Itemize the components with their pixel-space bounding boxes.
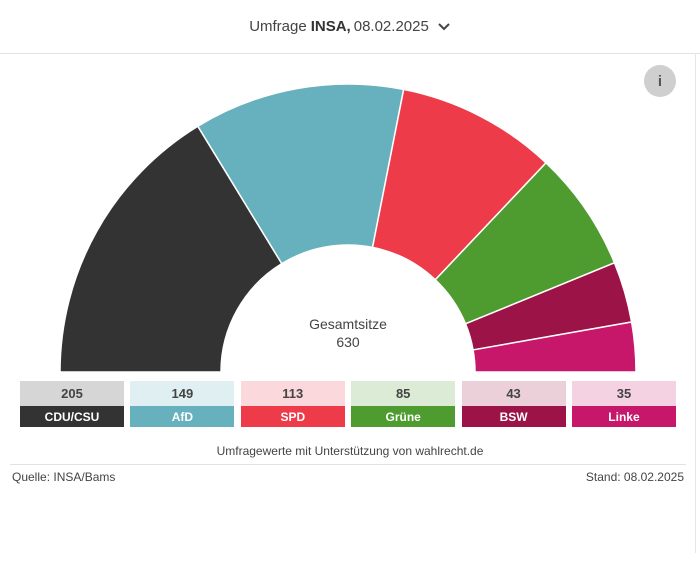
divider xyxy=(10,464,686,465)
seat-count: 205 xyxy=(20,381,124,406)
center-total: 630 xyxy=(336,334,360,350)
center-label: Gesamtsitze xyxy=(309,316,387,332)
seat-box-linke[interactable]: 35 Linke xyxy=(571,381,676,427)
source-label: Quelle: INSA/Bams xyxy=(12,470,116,484)
seat-box-afd[interactable]: 149 AfD xyxy=(130,381,235,427)
seat-segment-cdu-csu[interactable] xyxy=(59,125,283,373)
info-icon: i xyxy=(657,72,663,90)
seat-count: 35 xyxy=(571,381,676,406)
poll-selector[interactable]: Umfrage INSA, 08.02.2025 xyxy=(249,18,451,35)
party-name: BSW xyxy=(461,406,566,427)
seat-chart: Gesamtsitze 630 xyxy=(59,83,637,373)
seat-legend: 205 CDU/CSU 149 AfD 113 SPD 85 Grüne 43 BSW 35 Link… xyxy=(20,381,676,427)
seat-box-spd[interactable]: 113 SPD xyxy=(240,381,345,427)
party-name: Linke xyxy=(571,406,676,427)
info-button[interactable]: i xyxy=(644,65,676,97)
seat-box-gr-ne[interactable]: 85 Grüne xyxy=(351,381,456,427)
chevron-down-icon xyxy=(438,22,450,30)
frame-border xyxy=(695,53,696,553)
party-name: SPD xyxy=(240,406,345,427)
source-note: Umfragewerte mit Unterstützung von wahlr… xyxy=(216,444,484,458)
seat-count: 113 xyxy=(240,381,345,406)
party-name: AfD xyxy=(130,406,235,427)
stand-label: Stand: 08.02.2025 xyxy=(585,470,684,484)
poll-institute: INSA, xyxy=(310,18,351,35)
seat-box-bsw[interactable]: 43 BSW xyxy=(461,381,566,427)
seat-count: 85 xyxy=(351,381,456,406)
poll-prefix: Umfrage xyxy=(249,18,307,35)
poll-date: 08.02.2025 xyxy=(353,18,429,35)
seat-count: 43 xyxy=(461,381,566,406)
seat-segment-afd[interactable] xyxy=(196,83,405,265)
party-name: CDU/CSU xyxy=(20,406,124,427)
party-name: Grüne xyxy=(351,406,456,427)
seat-segment-linke[interactable] xyxy=(472,321,637,373)
seat-box-cdu-csu[interactable]: 205 CDU/CSU xyxy=(20,381,124,427)
poll-header: Umfrage INSA, 08.02.2025 xyxy=(0,0,700,54)
seat-count: 149 xyxy=(130,381,235,406)
